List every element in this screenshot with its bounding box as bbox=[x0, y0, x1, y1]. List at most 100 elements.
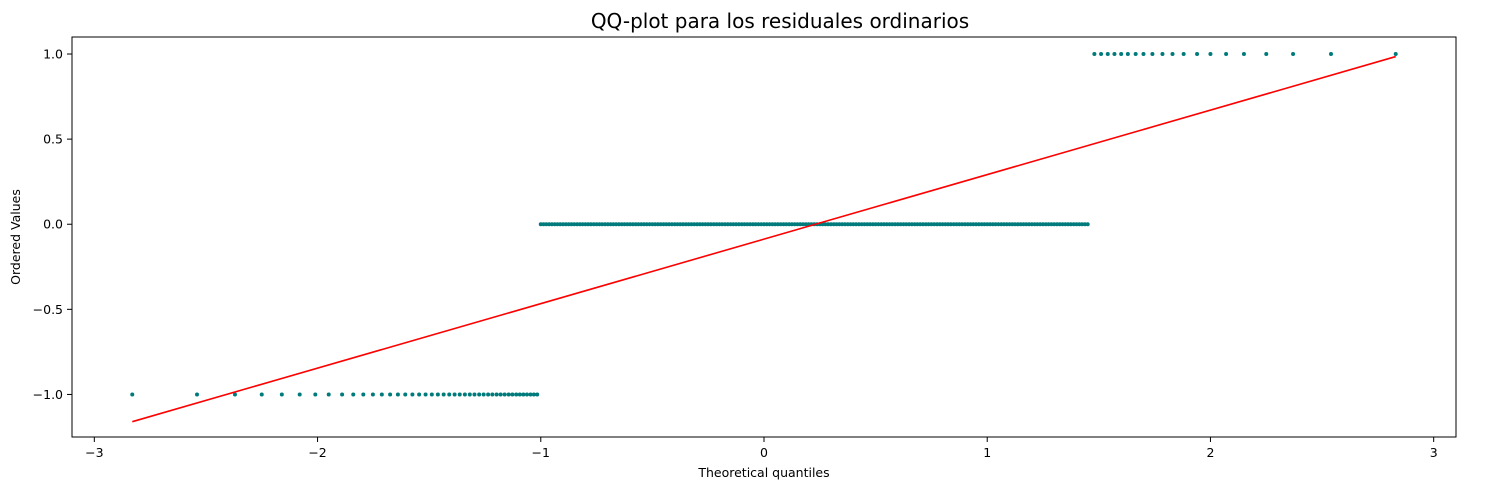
data-point bbox=[614, 222, 619, 227]
data-point bbox=[988, 222, 993, 227]
data-point bbox=[625, 222, 630, 227]
data-point bbox=[678, 222, 683, 227]
data-point bbox=[870, 222, 875, 227]
data-point bbox=[840, 222, 845, 227]
data-point bbox=[912, 222, 917, 227]
data-point bbox=[498, 392, 503, 397]
data-point bbox=[664, 222, 669, 227]
data-point bbox=[1092, 52, 1097, 57]
data-point bbox=[667, 222, 672, 227]
data-point bbox=[195, 392, 200, 397]
data-point bbox=[962, 222, 967, 227]
data-point bbox=[770, 222, 775, 227]
data-point bbox=[792, 222, 797, 227]
data-point bbox=[762, 222, 766, 227]
data-point bbox=[795, 222, 800, 227]
data-point bbox=[837, 222, 842, 227]
data-point bbox=[999, 222, 1004, 227]
data-point bbox=[447, 392, 452, 397]
data-point bbox=[873, 222, 878, 227]
data-point bbox=[494, 392, 499, 397]
data-point bbox=[703, 222, 708, 227]
data-point bbox=[789, 222, 794, 227]
axes-frame bbox=[71, 36, 1457, 438]
data-point bbox=[1208, 52, 1213, 57]
data-point bbox=[890, 222, 895, 227]
data-point bbox=[742, 222, 747, 227]
data-point bbox=[856, 222, 861, 227]
data-point bbox=[1328, 52, 1333, 57]
data-point bbox=[672, 222, 677, 227]
data-point bbox=[993, 222, 998, 227]
data-point bbox=[658, 222, 663, 227]
data-point bbox=[706, 222, 711, 227]
data-point bbox=[859, 222, 864, 227]
data-point bbox=[1024, 222, 1029, 227]
data-point bbox=[845, 222, 850, 227]
data-point bbox=[1013, 222, 1018, 227]
data-point bbox=[1264, 52, 1269, 57]
data-point bbox=[1063, 222, 1068, 227]
y-axis: −1.0 −0.5 0.0 0.5 1.0 bbox=[33, 47, 72, 402]
data-point bbox=[689, 222, 694, 227]
data-point bbox=[669, 222, 674, 227]
data-point bbox=[589, 222, 593, 227]
data-point bbox=[773, 222, 778, 227]
data-point bbox=[965, 222, 970, 227]
data-point bbox=[644, 222, 649, 227]
data-point bbox=[887, 222, 892, 227]
data-point bbox=[1018, 222, 1023, 227]
data-point bbox=[538, 222, 543, 227]
data-point bbox=[600, 222, 605, 227]
data-point bbox=[1027, 222, 1032, 227]
data-point bbox=[452, 392, 457, 397]
data-point bbox=[951, 222, 956, 227]
data-point bbox=[1141, 52, 1146, 57]
data-point bbox=[717, 222, 722, 227]
plot-area bbox=[130, 52, 1398, 423]
data-point bbox=[781, 222, 786, 227]
data-point bbox=[1393, 52, 1398, 57]
data-point bbox=[477, 392, 482, 397]
data-point bbox=[528, 392, 533, 397]
data-point bbox=[1105, 52, 1110, 57]
data-point bbox=[734, 222, 739, 227]
data-point bbox=[586, 222, 591, 227]
data-point bbox=[675, 222, 680, 227]
data-point bbox=[868, 222, 873, 227]
data-point bbox=[531, 392, 536, 397]
data-point bbox=[340, 392, 345, 397]
data-point bbox=[395, 392, 400, 397]
x-axis-label: Theoretical quantiles bbox=[697, 465, 829, 480]
data-point bbox=[1029, 222, 1034, 227]
data-point bbox=[960, 222, 965, 227]
data-point bbox=[826, 222, 831, 227]
data-point bbox=[745, 222, 750, 227]
data-point bbox=[946, 222, 951, 227]
data-point bbox=[940, 222, 945, 227]
data-point bbox=[764, 222, 769, 227]
data-point bbox=[851, 222, 856, 227]
data-point bbox=[549, 222, 554, 227]
data-point bbox=[561, 222, 566, 227]
data-point bbox=[555, 222, 560, 227]
data-point bbox=[1057, 222, 1062, 227]
data-point bbox=[1077, 222, 1082, 227]
data-point bbox=[748, 222, 753, 227]
data-point bbox=[937, 222, 942, 227]
data-point bbox=[714, 222, 719, 227]
data-point bbox=[1224, 52, 1229, 57]
data-point bbox=[423, 392, 428, 397]
data-point bbox=[909, 222, 914, 227]
data-point bbox=[1291, 52, 1296, 57]
data-point bbox=[834, 222, 839, 227]
data-point bbox=[486, 392, 491, 397]
data-point bbox=[831, 222, 836, 227]
y-tick-label: 0.5 bbox=[43, 132, 63, 147]
data-point bbox=[968, 222, 973, 227]
data-point bbox=[547, 222, 552, 227]
data-point bbox=[954, 222, 959, 227]
data-point bbox=[313, 392, 318, 397]
data-point bbox=[441, 392, 446, 397]
data-point bbox=[563, 222, 568, 227]
